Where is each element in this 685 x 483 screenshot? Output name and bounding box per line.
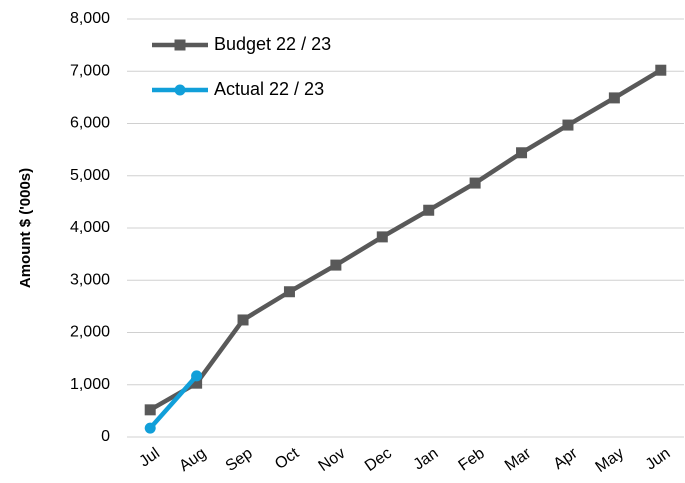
y-tick-label: 6,000: [70, 115, 110, 132]
y-tick-label: 4,000: [70, 219, 110, 236]
y-tick-label: 8,000: [70, 10, 110, 27]
series-line: [148, 374, 199, 430]
y-axis-label: Amount $ ('000s): [17, 168, 34, 288]
x-tick-label: Dec: [362, 445, 395, 475]
legend-label: Actual 22 / 23: [214, 79, 324, 99]
point: [191, 377, 203, 389]
series-line: [149, 68, 662, 412]
point: [144, 404, 156, 416]
x-tick-label: Oct: [272, 444, 303, 473]
point: [191, 370, 203, 382]
legend-label: Budget 22 / 23: [214, 34, 331, 54]
point: [376, 231, 388, 243]
point: [237, 314, 249, 326]
y-tick-label: 2,000: [70, 324, 110, 341]
point: [562, 119, 574, 131]
y-tick-label: 1,000: [70, 376, 110, 393]
point: [283, 286, 295, 298]
x-tick-label: Mar: [502, 444, 535, 474]
x-tick-label: Aug: [176, 445, 209, 475]
y-tick-label: 0: [101, 428, 110, 445]
point: [144, 422, 156, 434]
x-tick-label: Sep: [223, 445, 256, 475]
x-tick-label: Feb: [455, 445, 487, 475]
legend-marker: [174, 84, 186, 96]
y-tick-label: 5,000: [70, 167, 110, 184]
x-tick-label: Apr: [551, 444, 582, 473]
point: [516, 147, 528, 159]
point: [608, 92, 620, 104]
x-tick-label: Nov: [316, 445, 349, 475]
x-tick-label: Jul: [136, 445, 163, 471]
legend-marker: [174, 39, 186, 51]
point: [655, 64, 667, 76]
point: [330, 259, 342, 271]
y-tick-label: 3,000: [70, 271, 110, 288]
x-tick-label: Jan: [411, 445, 442, 474]
point: [423, 204, 435, 216]
y-tick-label: 7,000: [70, 62, 110, 79]
x-tick-label: May: [593, 445, 628, 476]
point: [469, 177, 481, 189]
x-tick-label: Jun: [643, 445, 674, 474]
